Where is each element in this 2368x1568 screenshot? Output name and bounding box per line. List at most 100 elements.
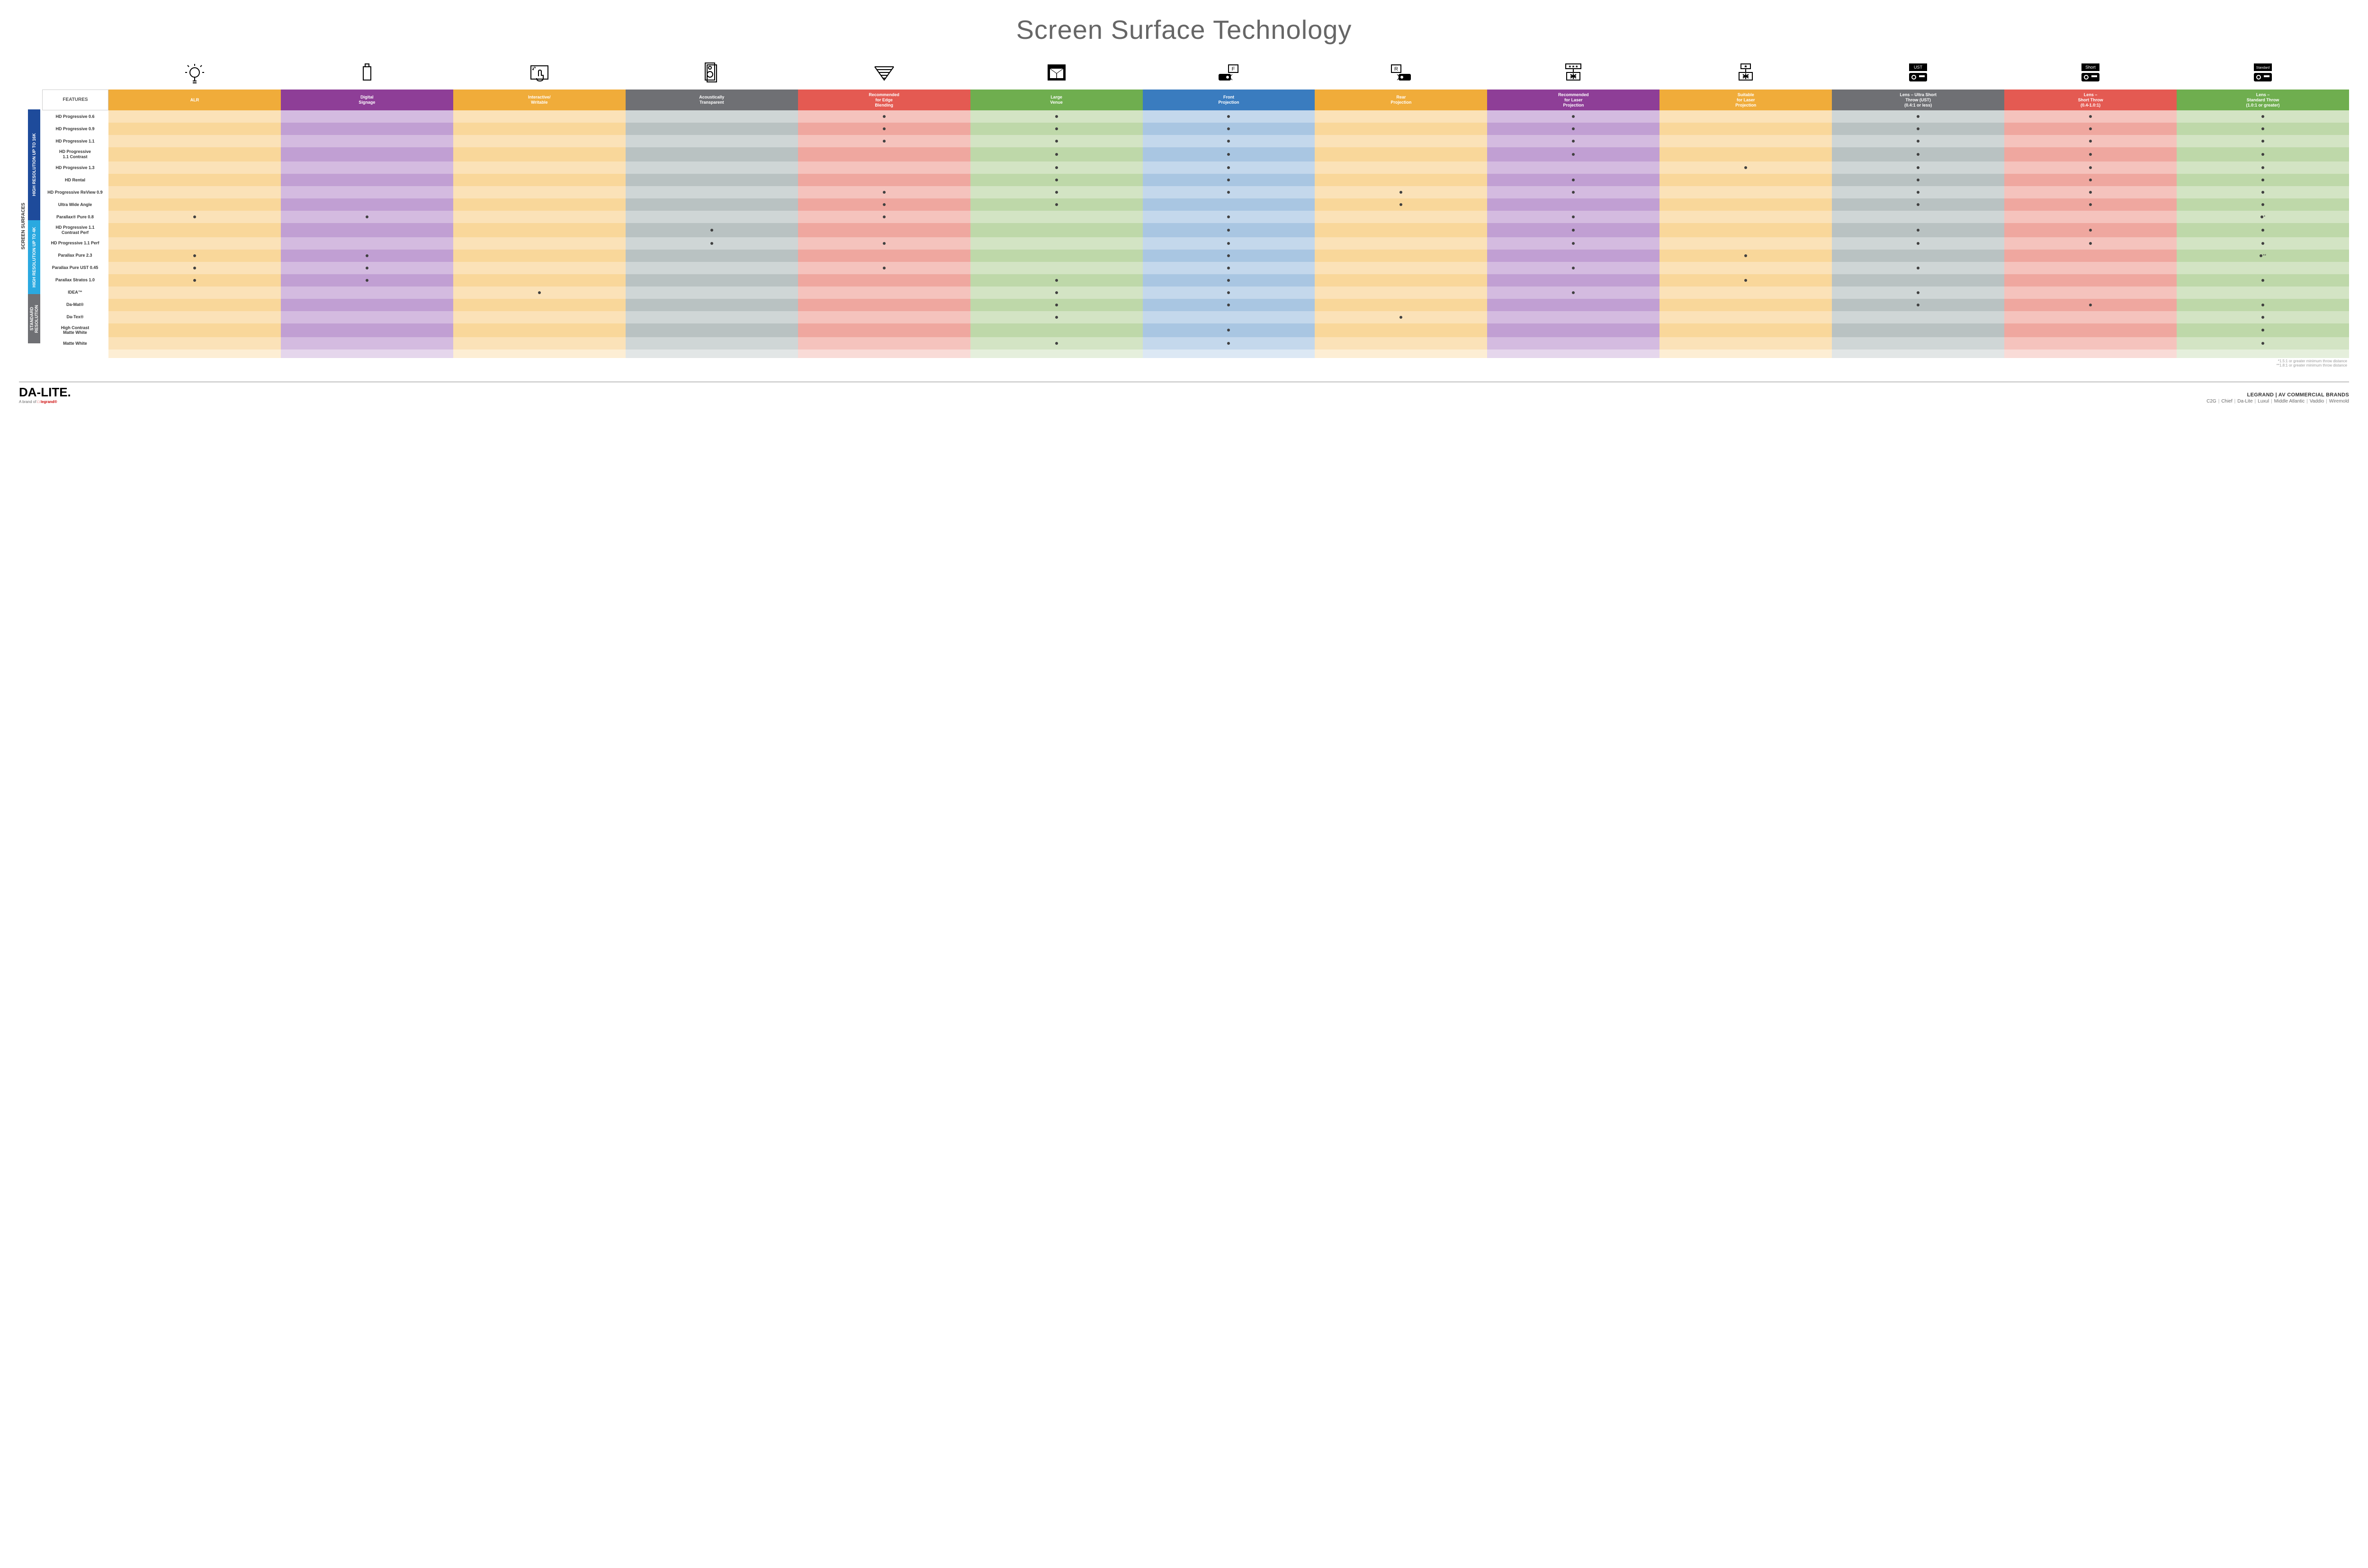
cell-lv <box>970 311 1143 323</box>
cell-lv <box>970 147 1143 161</box>
iw-icon <box>453 59 626 88</box>
cell-st <box>2004 287 2177 299</box>
cell-st <box>2004 186 2177 198</box>
cell-ds <box>281 211 453 223</box>
cell-at <box>626 311 798 323</box>
cell-rp <box>1315 211 1487 223</box>
cell-fp <box>1143 147 1315 161</box>
cell-slp <box>1659 174 1832 186</box>
cell-iw <box>453 174 626 186</box>
col-header-fp: FrontProjection <box>1143 90 1315 110</box>
cell-fp <box>1143 186 1315 198</box>
cell-ds <box>281 186 453 198</box>
footer-brand-item: Middle Atlantic <box>2274 399 2305 404</box>
cell-std <box>2177 299 2349 311</box>
footer-brands: C2G|Chief|Da-Lite|Luxul|Middle Atlantic|… <box>2207 399 2349 404</box>
cell-rp <box>1315 186 1487 198</box>
cell-at <box>626 237 798 250</box>
cell-ds <box>281 250 453 262</box>
svg-text:R: R <box>1394 66 1398 72</box>
cell-rlp <box>1487 186 1659 198</box>
cell-rp <box>1315 337 1487 349</box>
row-label: HD Progressive1.1 Contrast <box>42 147 108 161</box>
features-header: FEATURES <box>42 90 108 110</box>
cell-std <box>2177 311 2349 323</box>
row-label: Ultra Wide Angle <box>42 198 108 211</box>
chart-area: FR★★★★USTShortStandard FEATURESALRDigita… <box>42 59 2349 367</box>
cell-rlp <box>1487 198 1659 211</box>
cell-ust <box>1832 147 2004 161</box>
group-label-16k: HIGH RESOLUTION UP TO 16K <box>28 109 40 220</box>
svg-text:★★★: ★★★ <box>1569 64 1579 69</box>
cell-iw <box>453 123 626 135</box>
cell-rp <box>1315 198 1487 211</box>
cell-std <box>2177 147 2349 161</box>
cell-lv <box>970 135 1143 147</box>
row-label: Parallax Pure 2.3 <box>42 250 108 262</box>
col-header-rp: RearProjection <box>1315 90 1487 110</box>
cell-fp <box>1143 123 1315 135</box>
cell-ds <box>281 337 453 349</box>
row-label: HD Progressive 1.3 <box>42 161 108 174</box>
cell-eb <box>798 262 970 274</box>
cell-slp <box>1659 161 1832 174</box>
cell-alr <box>108 211 281 223</box>
cell-st <box>2004 237 2177 250</box>
side-label-screen-surfaces: SCREEN SURFACES <box>19 109 28 343</box>
cell-slp <box>1659 147 1832 161</box>
col-header-ds: DigitalSignage <box>281 90 453 110</box>
fp-icon: F <box>1143 59 1315 88</box>
svg-text:Standard: Standard <box>2256 66 2270 70</box>
cell-at <box>626 323 798 338</box>
row-label: Parallax Stratos 1.0 <box>42 274 108 287</box>
st-icon: Short <box>2004 59 2177 88</box>
cell-ds <box>281 237 453 250</box>
cell-st <box>2004 211 2177 223</box>
cell-eb <box>798 186 970 198</box>
cell-slp <box>1659 274 1832 287</box>
cell-st <box>2004 135 2177 147</box>
table-row: HD Rental <box>42 174 2349 186</box>
cell-at <box>626 186 798 198</box>
cell-std <box>2177 323 2349 338</box>
footer-heading: LEGRAND | AV COMMERCIAL BRANDS <box>2207 392 2349 398</box>
cell-iw <box>453 250 626 262</box>
footer-left: DA-LITE. A brand of □ legrand® <box>19 382 71 404</box>
cell-alr <box>108 262 281 274</box>
cell-eb <box>798 147 970 161</box>
cell-eb <box>798 250 970 262</box>
table-row: HD Progressive1.1 Contrast <box>42 147 2349 161</box>
page-title: Screen Surface Technology <box>19 14 2349 45</box>
table-row: Parallax Pure UST 0.45 <box>42 262 2349 274</box>
cell-rp <box>1315 262 1487 274</box>
cell-std: * <box>2177 211 2349 223</box>
cell-std <box>2177 161 2349 174</box>
rp-icon: R <box>1315 59 1487 88</box>
cell-rp <box>1315 274 1487 287</box>
cell-std <box>2177 237 2349 250</box>
cell-st <box>2004 299 2177 311</box>
cell-eb <box>798 110 970 123</box>
cell-rlp <box>1487 299 1659 311</box>
cell-rp <box>1315 323 1487 338</box>
cell-at <box>626 147 798 161</box>
cell-fp <box>1143 337 1315 349</box>
cell-st <box>2004 262 2177 274</box>
table-row: HD Progressive 0.6 <box>42 110 2349 123</box>
cell-rlp <box>1487 110 1659 123</box>
cell-eb <box>798 323 970 338</box>
col-header-alr: ALR <box>108 90 281 110</box>
cell-lv <box>970 161 1143 174</box>
side-labels: SCREEN SURFACES HIGH RESOLUTION UP TO 16… <box>19 59 40 367</box>
row-label: High ContrastMatte White <box>42 323 108 338</box>
cell-ds <box>281 123 453 135</box>
cell-iw <box>453 311 626 323</box>
cell-std <box>2177 337 2349 349</box>
page-footer: DA-LITE. A brand of □ legrand® LEGRAND |… <box>19 382 2349 404</box>
cell-alr <box>108 223 281 237</box>
row-label: HD Progressive 0.6 <box>42 110 108 123</box>
cell-eb <box>798 274 970 287</box>
cell-rp <box>1315 237 1487 250</box>
svg-text:★: ★ <box>1744 64 1748 69</box>
cell-rlp <box>1487 287 1659 299</box>
